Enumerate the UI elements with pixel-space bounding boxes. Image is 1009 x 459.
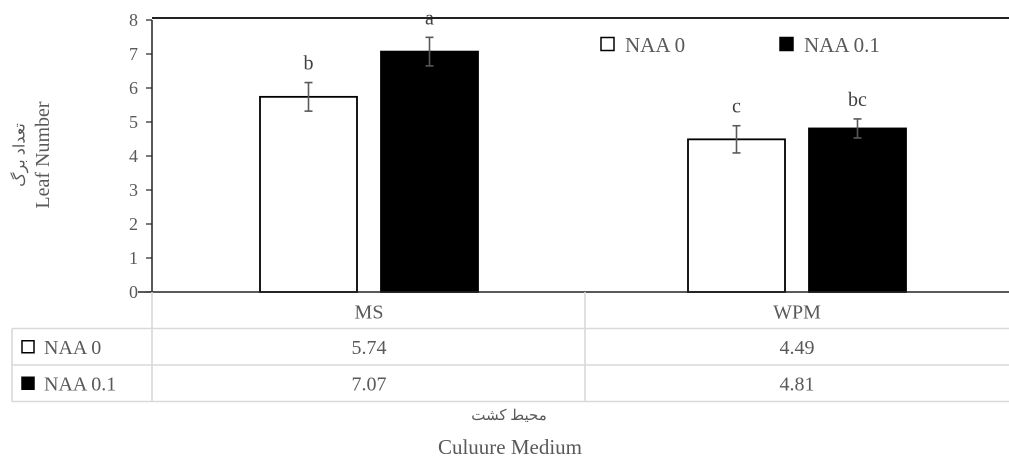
table-category-header: MS	[355, 301, 384, 323]
y-axis-title-english: Leaf Number	[32, 101, 54, 209]
table-value-cell: 5.74	[352, 337, 387, 359]
table-legend-key	[21, 340, 35, 354]
y-tick-label: 7	[129, 44, 138, 64]
bar-naa-0-wpm	[687, 138, 786, 293]
table-series-label: NAA 0.1	[44, 373, 116, 395]
significance-letter: b	[304, 53, 314, 75]
significance-letter: bc	[848, 89, 867, 111]
bar-naa-0-ms	[259, 95, 358, 293]
y-tick-label: 2	[129, 214, 138, 234]
legend-label-naa-0: NAA 0	[625, 33, 685, 57]
legend-label-naa-0-1: NAA 0.1	[804, 33, 880, 57]
y-tick-label: 0	[129, 282, 138, 302]
bar-naa-0-1-wpm	[808, 127, 907, 293]
y-tick-label: 6	[129, 78, 138, 98]
y-tick-label: 8	[129, 10, 138, 30]
y-tick-label: 4	[129, 146, 138, 166]
y-axis-title-persian: تعداد برگ	[10, 123, 29, 187]
y-tick-label: 1	[129, 248, 138, 268]
y-tick-label: 5	[129, 112, 138, 132]
bar-naa-0-1-ms	[380, 50, 479, 293]
table-value-cell: 4.81	[780, 373, 815, 395]
legend-key-naa-0-1	[779, 36, 794, 52]
significance-letter: c	[732, 96, 741, 118]
table-value-cell: 4.49	[780, 337, 815, 359]
error-bars-layer	[304, 36, 862, 154]
x-axis-title-english: Culuure Medium	[438, 435, 582, 459]
legend-key-naa-0	[600, 36, 615, 52]
data-table: MS WPM NAA 0 5.74 4.49 NAA 0.1 7.07 4.81	[11, 291, 1009, 403]
table-category-header: WPM	[773, 301, 821, 323]
y-tick-label: 3	[129, 180, 138, 200]
table-value-cell: 7.07	[352, 373, 387, 395]
legend: NAA 0 NAA 0.1	[600, 33, 880, 57]
x-axis-title-persian: محیط کشت	[471, 408, 546, 424]
bars-layer	[259, 50, 907, 293]
y-ticks-layer: 0 1 2 3 4 5 6 7 8	[129, 10, 152, 302]
table-legend-key	[21, 376, 35, 390]
table-series-label: NAA 0	[44, 337, 101, 359]
